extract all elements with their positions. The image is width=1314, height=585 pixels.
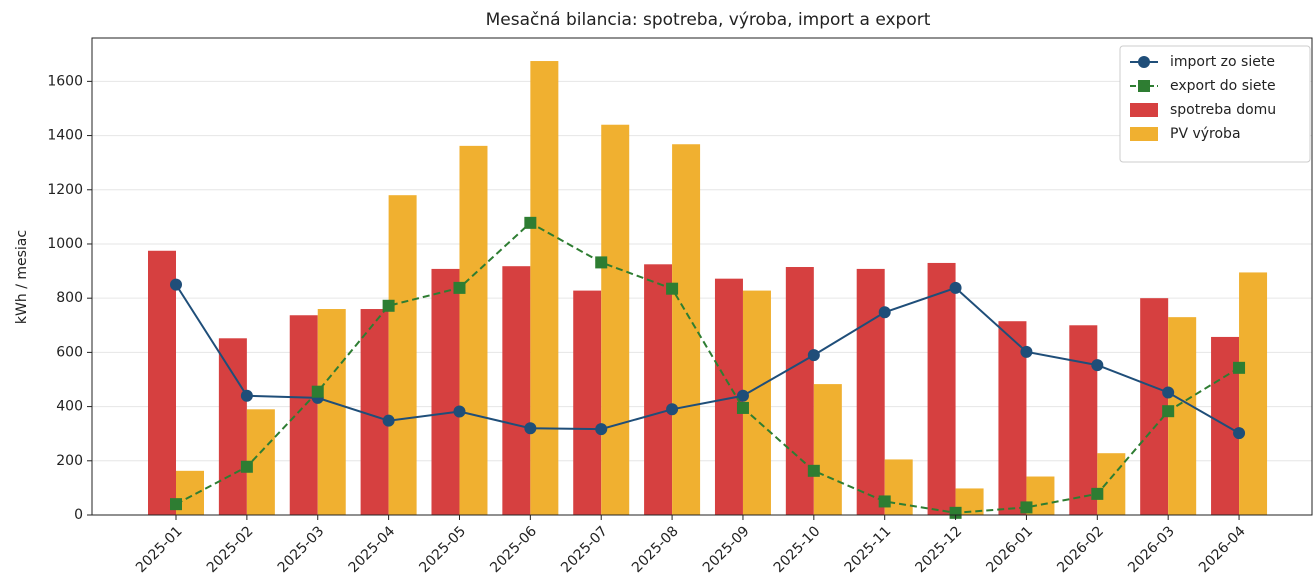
legend-box: [1119, 45, 1311, 163]
marker: [666, 282, 679, 295]
bar: [927, 262, 956, 515]
marker: [807, 464, 820, 477]
marker: [949, 281, 962, 294]
marker: [1091, 487, 1104, 500]
legend-swatch: [1130, 103, 1158, 117]
marker: [807, 349, 820, 362]
bar: [856, 268, 885, 515]
bar: [1097, 453, 1126, 515]
x-tick-label: 2025-07: [558, 523, 611, 576]
marker: [170, 498, 182, 511]
x-tick-label: 2025-01: [133, 523, 186, 576]
bar: [388, 195, 417, 515]
bar: [459, 145, 488, 515]
marker: [453, 405, 466, 418]
x-tick-label: 2025-05: [416, 523, 469, 576]
marker: [595, 423, 608, 436]
x-tick-label: 2025-02: [204, 523, 257, 576]
x-tick-label: 2025-04: [346, 523, 399, 576]
legend-marker: [1138, 80, 1150, 92]
marker: [595, 256, 608, 269]
bar: [1239, 272, 1268, 515]
y-tick-label: 1600: [47, 73, 83, 89]
bar: [502, 266, 531, 515]
y-tick-label: 400: [56, 399, 83, 415]
x-tick-label: 2025-08: [629, 523, 682, 576]
marker: [382, 414, 395, 427]
marker: [666, 403, 679, 416]
bar: [573, 290, 602, 515]
x-tick-label: 2026-01: [983, 523, 1036, 576]
plot-frame: [91, 37, 1313, 516]
bar: [218, 338, 247, 515]
x-tick-label: 2025-11: [842, 523, 895, 576]
marker: [949, 506, 962, 519]
y-tick-label: 200: [56, 453, 83, 469]
marker: [1162, 386, 1175, 399]
bar: [431, 268, 460, 515]
marker: [878, 495, 891, 508]
marker: [453, 281, 466, 294]
marker: [736, 401, 749, 414]
marker: [170, 278, 182, 291]
marker: [1233, 361, 1246, 374]
legend-label: PV výroba: [1170, 126, 1241, 142]
y-axis-label: kWh / mesiac: [14, 230, 30, 324]
bar: [785, 267, 814, 515]
marker: [1020, 345, 1033, 358]
x-tick-label: 2026-02: [1054, 523, 1107, 576]
x-tick-label: 2026-03: [1125, 523, 1178, 576]
x-tick-label: 2025-12: [913, 523, 966, 576]
marker: [736, 389, 749, 402]
bar: [672, 144, 701, 515]
legend-marker: [1138, 56, 1150, 68]
bar: [813, 384, 842, 515]
x-tick-label: 2026-04: [1196, 523, 1249, 576]
bar: [360, 309, 389, 515]
x-tick-label: 2025-10: [771, 523, 824, 576]
bar: [644, 264, 673, 515]
y-tick-label: 800: [56, 290, 83, 306]
bar: [530, 61, 559, 516]
x-tick-label: 2025-03: [275, 523, 328, 576]
marker: [1233, 427, 1246, 440]
bar: [317, 309, 346, 515]
line: [175, 284, 1240, 435]
x-tick-label: 2025-06: [487, 523, 540, 576]
bar: [289, 315, 318, 515]
bar: [148, 250, 176, 515]
marker: [878, 306, 891, 319]
y-tick-label: 1000: [47, 236, 83, 252]
marker: [524, 422, 537, 435]
bar: [1069, 325, 1098, 515]
marker: [382, 299, 395, 312]
marker: [311, 385, 324, 398]
x-tick-label: 2025-09: [700, 523, 753, 576]
marker: [524, 216, 537, 229]
legend-label: spotreba domu: [1170, 102, 1276, 118]
bar: [601, 124, 630, 516]
legend-swatch: [1130, 127, 1158, 141]
y-tick-label: 600: [56, 344, 83, 360]
y-tick-label: 1200: [47, 182, 83, 198]
chart-title: Mesačná bilancia: spotreba, výroba, impo…: [486, 10, 931, 30]
legend-label: import zo siete: [1170, 54, 1275, 70]
y-tick-label: 1400: [47, 128, 83, 144]
marker: [1162, 405, 1175, 418]
legend-label: export do siete: [1170, 78, 1276, 94]
marker: [1091, 359, 1104, 372]
marker: [240, 389, 253, 402]
marker: [240, 460, 253, 473]
y-tick-label: 0: [74, 507, 83, 523]
marker: [1020, 501, 1033, 514]
